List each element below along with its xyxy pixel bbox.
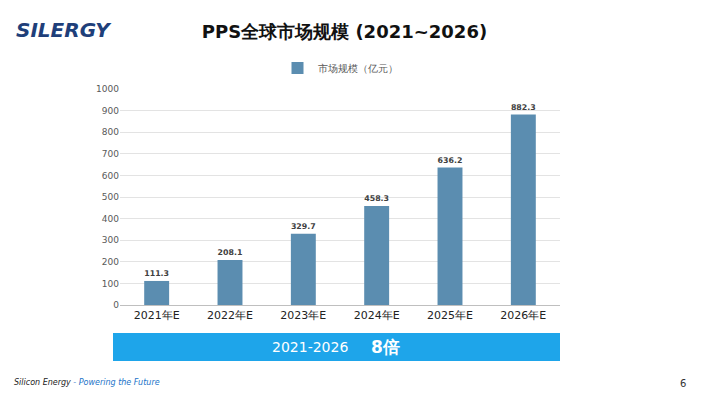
svg-text:2026年E: 2026年E [500, 309, 546, 322]
svg-text:200: 200 [102, 257, 119, 267]
svg-text:2024年E: 2024年E [354, 309, 400, 322]
svg-text:100: 100 [102, 279, 119, 289]
svg-text:8倍: 8倍 [371, 337, 400, 357]
svg-text:2022年E: 2022年E [207, 309, 253, 322]
svg-text:Silicon Energy - Powering the: Silicon Energy - Powering the Future [14, 378, 160, 387]
svg-text:329.7: 329.7 [291, 222, 316, 231]
svg-text:700: 700 [102, 149, 119, 159]
svg-text:500: 500 [102, 192, 119, 202]
svg-text:2021年E: 2021年E [134, 309, 180, 322]
svg-text:300: 300 [102, 235, 119, 245]
svg-text:900: 900 [102, 106, 119, 116]
svg-text:2023年E: 2023年E [280, 309, 326, 322]
svg-text:208.1: 208.1 [218, 248, 243, 257]
svg-text:0: 0 [113, 300, 119, 310]
svg-text:2025年E: 2025年E [427, 309, 473, 322]
svg-text:400: 400 [102, 214, 119, 224]
svg-text:PPS全球市场规模 (2021~2026): PPS全球市场规模 (2021~2026) [202, 21, 487, 42]
svg-text:800: 800 [102, 127, 119, 137]
svg-text:882.3: 882.3 [511, 103, 536, 112]
svg-text:6: 6 [680, 378, 686, 389]
svg-text:600: 600 [102, 171, 119, 181]
svg-text:636.2: 636.2 [438, 156, 463, 165]
svg-text:458.3: 458.3 [364, 194, 389, 203]
svg-text:2021-2026: 2021-2026 [272, 339, 348, 355]
svg-text:111.3: 111.3 [144, 269, 169, 278]
svg-text:市场规模（亿元）: 市场规模（亿元） [318, 63, 398, 74]
svg-text:SILERGY: SILERGY [16, 18, 112, 42]
svg-text:1000: 1000 [96, 84, 119, 94]
